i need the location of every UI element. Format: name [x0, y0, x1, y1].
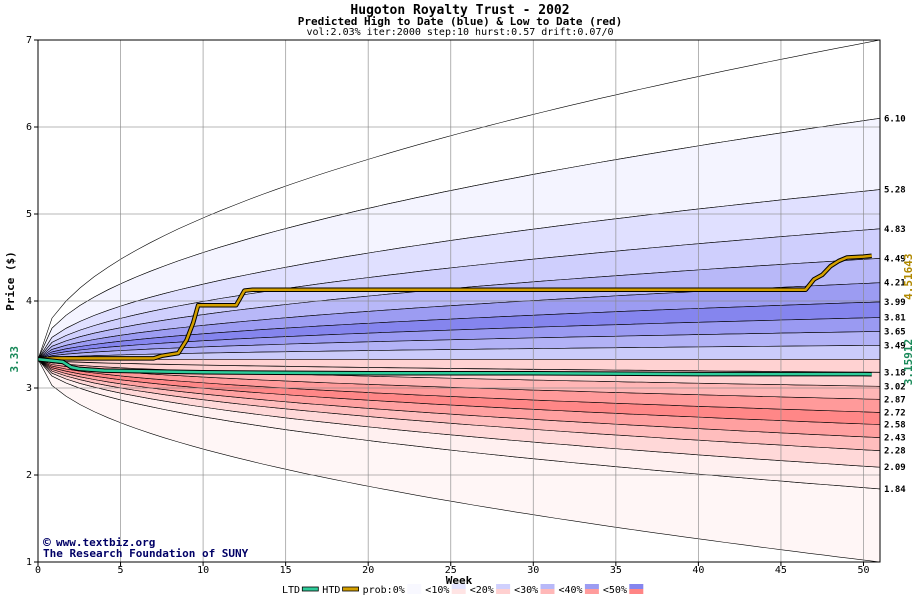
edge-label-12: 2.72 [884, 408, 906, 418]
x-tick-label-35: 35 [610, 565, 622, 576]
x-tick-label-20: 20 [362, 565, 374, 576]
x-tick-label-50: 50 [857, 565, 869, 576]
chart-title: Hugoton Royalty Trust - 2002 [350, 3, 570, 18]
y-tick-label-1: 1 [26, 557, 32, 568]
edge-label-11: 2.87 [884, 395, 906, 405]
legend-swatch-lo-5 [540, 589, 555, 594]
legend-label-4: <20% [470, 585, 494, 596]
x-tick-label-45: 45 [775, 565, 787, 576]
legend-swatch-hi-4 [496, 584, 511, 589]
legend-label-1: HTD [322, 585, 340, 596]
legend-label-7: <50% [603, 585, 627, 596]
edge-label-17: 1.84 [884, 485, 906, 495]
x-tick-label-25: 25 [445, 565, 457, 576]
x-axis-label: Week [446, 574, 473, 587]
legend-label-6: <40% [559, 585, 583, 596]
legend-swatch-2 [407, 584, 422, 594]
ltd-final-label: 3.15912 [902, 339, 915, 385]
y-tick-label-4: 4 [26, 296, 32, 307]
htd-final-label: 4.51643 [902, 253, 915, 299]
x-tick-label-0: 0 [35, 565, 41, 576]
legend-swatch-lo-4 [496, 589, 511, 594]
y-tick-label-5: 5 [26, 209, 32, 220]
legend-swatch-hi-6 [584, 584, 599, 589]
y-tick-label-2: 2 [26, 470, 32, 481]
x-tick-label-15: 15 [280, 565, 292, 576]
legend-swatch-hi-5 [540, 584, 555, 589]
credits: © www.textbiz.org The Research Foundatio… [43, 536, 249, 560]
start-price-label: 3.33 [8, 346, 21, 373]
credit-org: The Research Foundation of SUNY [43, 547, 249, 560]
chart-subtitle: Predicted High to Date (blue) & Low to D… [297, 15, 623, 28]
credit-copyright-symbol: © [43, 536, 51, 551]
legend-label-0: LTD [282, 585, 300, 596]
edge-label-16: 2.09 [884, 463, 906, 473]
x-tick-label-10: 10 [197, 565, 209, 576]
legend-swatch-1 [342, 586, 360, 592]
y-axis-label: Price ($) [4, 251, 17, 311]
legend-swatch-lo-3 [451, 589, 466, 594]
legend-label-5: <30% [514, 585, 538, 596]
legend-label-3: <10% [425, 585, 449, 596]
edge-label-9: 3.18 [884, 368, 906, 378]
x-tick-label-40: 40 [692, 565, 704, 576]
legend-swatch-lo-7 [629, 589, 644, 594]
legend-swatch-0 [301, 586, 319, 592]
y-tick-label-6: 6 [26, 122, 32, 133]
htd-line [37, 254, 872, 361]
credit-url: www.textbiz.org [56, 536, 155, 549]
edge-label-15: 2.28 [884, 447, 906, 457]
edge-label-4: 4.21 [884, 279, 906, 289]
legend-swatch-lo-6 [584, 589, 599, 594]
chart-grid [37, 39, 880, 563]
edge-label-7: 3.65 [884, 327, 906, 337]
y-tick-label-3: 3 [26, 383, 32, 394]
edge-label-13: 2.58 [884, 421, 906, 431]
edge-label-0: 6.10 [884, 114, 906, 124]
edge-label-8: 3.49 [884, 341, 906, 351]
edge-label-5: 3.99 [884, 298, 906, 308]
legend-label-2: prob:0% [363, 585, 405, 596]
legend: LTD HTD prob:0% <10% <20% <30% <40% <50% [282, 584, 644, 596]
x-tick-label-5: 5 [118, 565, 124, 576]
edge-label-6: 3.81 [884, 314, 906, 324]
ltd-line [37, 358, 872, 376]
legend-swatch-hi-7 [629, 584, 644, 589]
edge-label-1: 5.28 [884, 186, 906, 196]
band-edge-labels: 6.10 5.28 4.83 4.49 4.21 3.99 3.81 3.65 3.49 3.18… [884, 114, 915, 495]
x-tick-label-30: 30 [527, 565, 539, 576]
y-tick-label-7: 7 [26, 35, 32, 46]
edge-label-3: 4.49 [884, 254, 906, 264]
edge-label-2: 4.83 [884, 225, 906, 235]
price-series [37, 253, 872, 377]
edge-label-10: 3.02 [884, 382, 906, 392]
chart-params: vol:2.03% iter:2000 step:10 hurst:0.57 d… [306, 27, 614, 38]
legend-swatch-hi-3 [451, 584, 466, 589]
edge-label-14: 2.43 [884, 434, 906, 444]
